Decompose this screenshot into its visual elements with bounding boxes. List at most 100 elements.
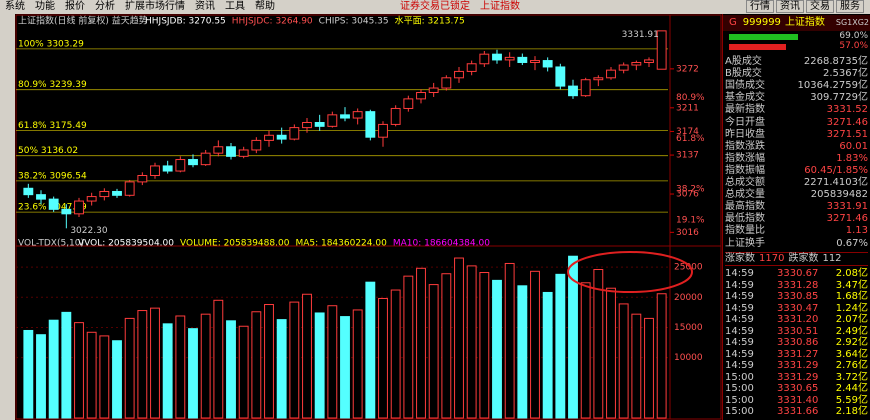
quote-value: 3331.52: [826, 104, 868, 116]
volume-bar: [276, 319, 287, 419]
volume-bar: [416, 267, 426, 419]
quote-row: 指数量比 1.13: [725, 225, 868, 237]
trade-price: 3331.27: [777, 348, 819, 360]
tab[interactable]: 服务: [836, 0, 864, 13]
candle-body: [327, 114, 338, 127]
trade-row: 15:00 3331.40 5.59亿: [725, 395, 868, 406]
volume-bar: [36, 334, 46, 419]
volume-bar: [48, 319, 59, 419]
quote-label: 昨日收盘: [725, 128, 765, 140]
volume-bar: [403, 275, 414, 419]
quote-row: 总成交额 2271.4103亿: [725, 177, 868, 189]
quote-value: 3271.46: [826, 213, 868, 225]
tabs: 行情 资讯 交易 服务: [745, 0, 865, 14]
trade-row: 14:59 3331.28 3.47亿: [725, 280, 868, 291]
volume-bar: [352, 309, 363, 419]
trade-row: 14:59 3331.27 3.64亿: [725, 349, 868, 360]
candle-body: [416, 91, 426, 100]
ratio-bar: [729, 34, 798, 40]
volume-bar: [162, 323, 173, 419]
candle-body: [656, 30, 667, 70]
trade-price: 3331.20: [777, 314, 819, 325]
candle-body: [238, 149, 249, 157]
quote-label: 最低指数: [725, 213, 765, 225]
menu-item[interactable]: 帮助: [255, 1, 275, 12]
y-tick-label: 3174: [676, 127, 699, 137]
trade-amount: 2.92亿: [835, 337, 868, 348]
quote-label: 总成交量: [725, 189, 765, 201]
tab[interactable]: 资讯: [776, 0, 804, 13]
quote-value: 3271.51: [826, 128, 868, 140]
volume-indicator: VOLUME: 205839488.00: [180, 239, 290, 249]
quote-value: 309.7729亿: [810, 92, 868, 104]
trade-row: 14:59 3331.20 2.07亿: [725, 314, 868, 325]
breadth-item: 1170: [759, 253, 785, 264]
trade-price: 3331.29: [777, 360, 819, 371]
trade-row: 14:59 3330.85 1.68亿: [725, 291, 868, 302]
trade-amount: 1.68亿: [835, 291, 868, 302]
quote-label: 指数涨幅: [725, 152, 765, 164]
menu-item[interactable]: 扩展市场行情: [125, 1, 185, 12]
menu-item[interactable]: 资讯: [195, 1, 215, 12]
candle-body: [378, 123, 388, 138]
candle-body: [352, 111, 363, 119]
side-toolbar: [0, 14, 15, 420]
volume-bar: [137, 310, 148, 419]
trade-price: 3331.40: [777, 394, 819, 406]
volume-bar: [264, 304, 274, 419]
candle-body: [631, 61, 642, 66]
trade-row: 15:00 3330.65 2.44亿: [725, 383, 868, 394]
quote-row: 昨日收盘 3271.51: [725, 129, 868, 141]
candle-body: [580, 79, 591, 97]
trade-amount: 3.47亿: [835, 279, 868, 291]
trade-time: 15:00: [725, 383, 754, 394]
volume-bar: [454, 257, 464, 419]
menu-item[interactable]: 报价: [65, 1, 85, 12]
security-name: 上证指数: [480, 1, 520, 12]
volume-bar: [618, 303, 629, 419]
y-tick-label: 3016: [676, 228, 699, 238]
candle-body: [365, 111, 376, 138]
candle-body: [618, 64, 629, 71]
candle-body: [644, 59, 654, 63]
trade-price: 3330.51: [777, 325, 819, 337]
trade-time: 14:59: [725, 279, 754, 291]
highlight-ellipse: [567, 251, 693, 293]
breadth-item: 涨家数: [725, 253, 755, 264]
quote-label: 今日开盘: [725, 116, 765, 128]
candle-body: [99, 190, 110, 198]
volume-bar: [466, 265, 477, 419]
quote-panel: G 999999 上证指数 SG1XG2 69.0% 57.0% A股成交 2268.8735…: [722, 14, 870, 420]
candle-body: [441, 77, 452, 89]
trade-row: 15:00 3331.29 3.72亿: [725, 372, 868, 383]
menu-item[interactable]: 分析: [95, 1, 115, 12]
menu-item[interactable]: 功能: [35, 1, 55, 12]
trade-amount: 3.72亿: [835, 371, 868, 383]
volume-tick-label: 20000: [674, 293, 703, 303]
quote-value: 2.5367亿: [823, 68, 868, 80]
volume-bar: [631, 313, 642, 419]
quote-label: 上证换手: [725, 237, 765, 249]
candle-body: [213, 146, 224, 154]
candle-body: [188, 159, 198, 166]
symbol: 999999: [742, 17, 781, 28]
candle-body: [492, 53, 502, 61]
indicator: 水平面: 3213.75: [395, 15, 465, 27]
menu-item[interactable]: 工具: [225, 1, 245, 12]
tab[interactable]: 行情: [746, 0, 774, 13]
trade-time: 14:59: [725, 268, 754, 279]
y-tick-label: 3076: [676, 190, 699, 200]
quote-label: 指数量比: [725, 225, 765, 237]
candle-body: [200, 152, 211, 166]
pct-label: 19.1%: [676, 216, 705, 226]
candle-body: [48, 198, 59, 210]
tab[interactable]: 交易: [806, 0, 834, 13]
breadth-row: 涨家数 1170 跌家数 112: [725, 252, 868, 266]
quote-label: 最新指数: [725, 104, 765, 116]
menu-item[interactable]: 系统: [5, 1, 25, 12]
trade-price: 3330.86: [777, 337, 819, 348]
quote-row: A股成交 2268.8735亿: [725, 56, 868, 68]
lock-status: 证券交易已锁定: [400, 1, 470, 12]
trade-amount: 5.59亿: [835, 394, 868, 406]
fib-label: 100% 3303.29: [18, 39, 84, 49]
